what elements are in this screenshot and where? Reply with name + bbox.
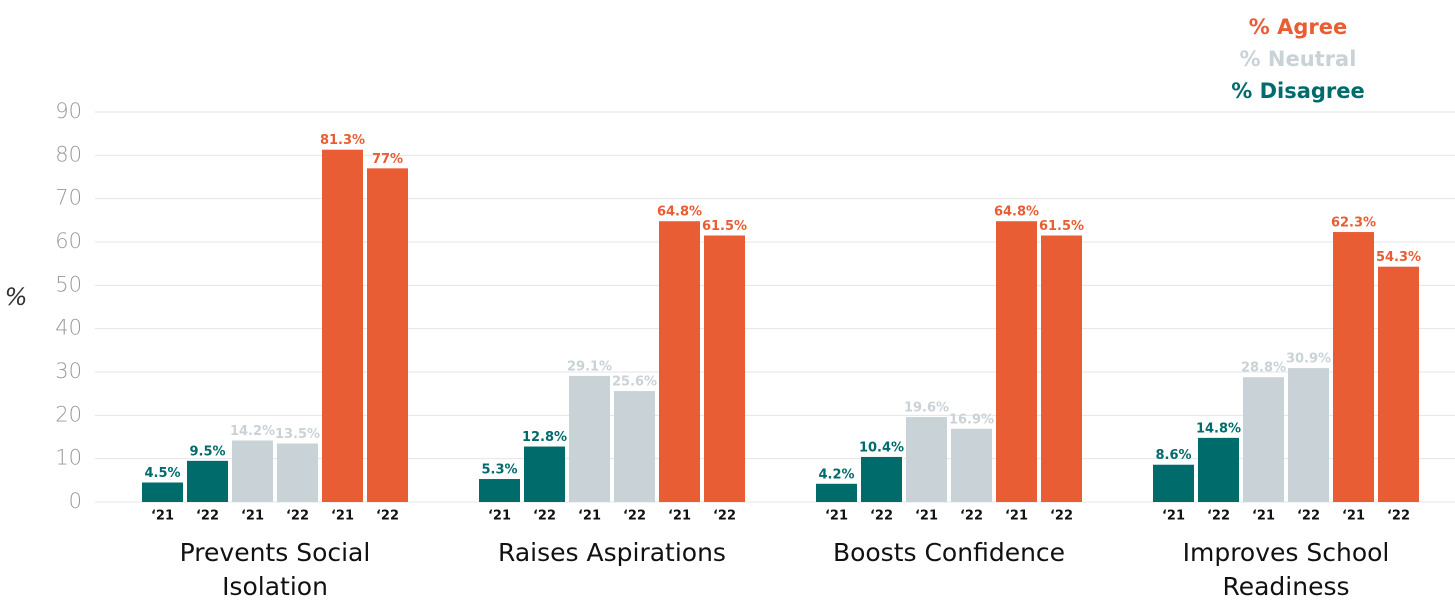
value-label: 61.5% [1039, 219, 1084, 234]
value-label: 81.3% [320, 133, 365, 148]
year-label: ‘22 [376, 509, 399, 524]
bar [816, 483, 857, 502]
y-tick-label: 30 [55, 359, 82, 383]
bar [996, 221, 1037, 502]
y-tick-label: 0 [69, 489, 82, 513]
year-label: ‘22 [286, 509, 309, 524]
value-label: 19.6% [904, 401, 949, 416]
value-label: 28.8% [1241, 361, 1286, 376]
bar [1333, 232, 1374, 503]
value-label: 12.8% [522, 430, 567, 445]
year-label: ‘22 [1050, 509, 1073, 524]
year-label: ‘21 [241, 509, 264, 524]
category-label: Boosts Confidence [832, 538, 1066, 567]
bar [1378, 266, 1419, 502]
bar [614, 391, 655, 502]
y-tick-label: 20 [55, 402, 82, 426]
value-label: 4.5% [144, 466, 180, 481]
y-tick-label: 90 [55, 99, 82, 123]
bar [322, 149, 363, 502]
bar [704, 235, 745, 502]
value-label: 16.9% [949, 412, 994, 427]
y-tick-label: 60 [55, 229, 82, 253]
bar [1243, 377, 1284, 502]
y-tick-label: 70 [55, 186, 82, 210]
bar [1198, 437, 1239, 502]
y-tick-label: 50 [55, 272, 82, 296]
y-tick-label: 80 [55, 142, 82, 166]
value-label: 5.3% [481, 463, 517, 478]
value-label: 54.3% [1376, 250, 1421, 265]
bar [906, 417, 947, 502]
value-label: 64.8% [657, 205, 702, 220]
category-label: Prevents Social Isolation [179, 538, 371, 601]
value-label: 30.9% [1286, 352, 1331, 367]
value-label: 61.5% [702, 219, 747, 234]
bar [569, 375, 610, 502]
year-label: ‘21 [1005, 509, 1028, 524]
year-label: ‘21 [1162, 509, 1185, 524]
value-label: 64.8% [994, 205, 1039, 220]
bar [861, 456, 902, 502]
value-label: 9.5% [189, 444, 225, 459]
year-label: ‘22 [1297, 509, 1320, 524]
value-label: 62.3% [1331, 216, 1376, 231]
bar [1288, 368, 1329, 502]
bar [1153, 464, 1194, 502]
bar [479, 479, 520, 502]
category-label: Raises Aspirations [498, 538, 726, 567]
legend-entry: % Neutral [1240, 47, 1357, 71]
year-label: ‘21 [1252, 509, 1275, 524]
year-label: ‘21 [488, 509, 511, 524]
value-label: 8.6% [1155, 448, 1191, 463]
y-tick-label: 10 [55, 446, 82, 470]
bar [367, 168, 408, 503]
category-label: Improves School Readiness [1182, 538, 1390, 601]
bar [232, 440, 273, 502]
year-label: ‘21 [915, 509, 938, 524]
year-label: ‘22 [1387, 509, 1410, 524]
year-label: ‘21 [668, 509, 691, 524]
year-label: ‘21 [151, 509, 174, 524]
value-label: 29.1% [567, 359, 612, 374]
legend-entry: % Disagree [1231, 79, 1365, 103]
bar [277, 443, 318, 502]
year-label: ‘22 [623, 509, 646, 524]
bar [142, 482, 183, 502]
year-label: ‘21 [331, 509, 354, 524]
year-label: ‘22 [713, 509, 736, 524]
year-label: ‘21 [578, 509, 601, 524]
value-label: 25.6% [612, 375, 657, 390]
value-label: 13.5% [275, 427, 320, 442]
year-label: ‘22 [960, 509, 983, 524]
year-label: ‘22 [870, 509, 893, 524]
bar [187, 460, 228, 502]
bar [951, 428, 992, 502]
year-label: ‘22 [533, 509, 556, 524]
year-label: ‘21 [1342, 509, 1365, 524]
legend-entry: % Agree [1249, 15, 1347, 39]
y-tick-label: 40 [55, 316, 82, 340]
value-label: 77% [372, 152, 403, 167]
value-label: 10.4% [859, 440, 904, 455]
bar [1041, 235, 1082, 502]
year-label: ‘21 [825, 509, 848, 524]
year-label: ‘22 [1207, 509, 1230, 524]
value-label: 4.2% [818, 467, 854, 482]
y-axis-label: % [5, 283, 28, 311]
year-label: ‘22 [196, 509, 219, 524]
value-label: 14.8% [1196, 421, 1241, 436]
value-label: 14.2% [230, 424, 275, 439]
bar [659, 221, 700, 502]
bar [524, 446, 565, 502]
